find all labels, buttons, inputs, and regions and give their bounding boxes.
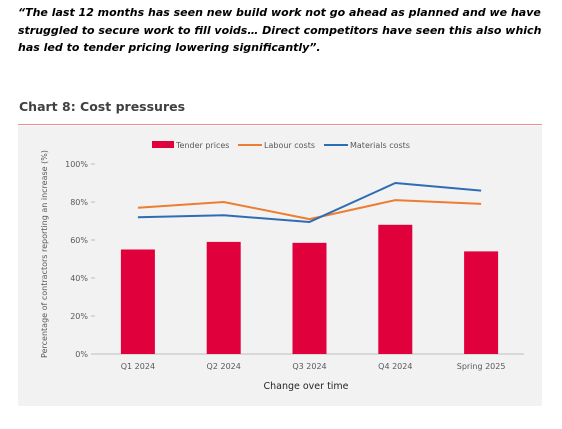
y-tick-label: 40% xyxy=(70,274,88,283)
legend-swatch-tender-prices xyxy=(152,141,174,148)
y-tick-labels: 0% 20% 40% 60% 80% 100% xyxy=(65,160,95,359)
legend-label-materials-costs: Materials costs xyxy=(350,141,410,150)
heading-divider xyxy=(18,124,542,125)
y-tick-label: 60% xyxy=(70,236,88,245)
bar-tender-prices xyxy=(292,242,327,354)
bar-tender-prices xyxy=(206,241,241,354)
y-axis-title: Percentage of contractors reporting an i… xyxy=(40,150,49,358)
chart-legend: Tender prices Labour costs Materials cos… xyxy=(152,141,410,150)
x-tick-labels: Q1 2024 Q2 2024 Q3 2024 Q4 2024 Spring 2025 xyxy=(121,362,506,371)
bar-tender-prices xyxy=(378,224,413,354)
y-tick-label: 80% xyxy=(70,198,88,207)
x-tick-label: Q4 2024 xyxy=(378,362,412,371)
y-tick-label: 0% xyxy=(75,350,88,359)
trend-lines xyxy=(137,182,482,223)
tender-prices-bars xyxy=(120,224,499,354)
x-tick-label: Spring 2025 xyxy=(457,362,506,371)
x-axis-title: Change over time xyxy=(263,381,348,392)
y-tick-label: 100% xyxy=(65,160,88,169)
bar-tender-prices xyxy=(120,249,155,354)
y-tick-label: 20% xyxy=(70,312,88,321)
x-tick-label: Q3 2024 xyxy=(292,362,326,371)
line-materials-costs xyxy=(137,182,482,223)
x-tick-label: Q2 2024 xyxy=(207,362,241,371)
legend-label-tender-prices: Tender prices xyxy=(175,141,229,150)
line-labour-costs xyxy=(137,199,482,221)
x-tick-label: Q1 2024 xyxy=(121,362,155,371)
chart-panel xyxy=(18,126,542,406)
legend-label-labour-costs: Labour costs xyxy=(264,141,315,150)
chart-heading: Chart 8: Cost pressures xyxy=(19,99,186,114)
bar-tender-prices xyxy=(464,251,499,354)
quote-text: “The last 12 months has seen new build w… xyxy=(18,6,542,54)
